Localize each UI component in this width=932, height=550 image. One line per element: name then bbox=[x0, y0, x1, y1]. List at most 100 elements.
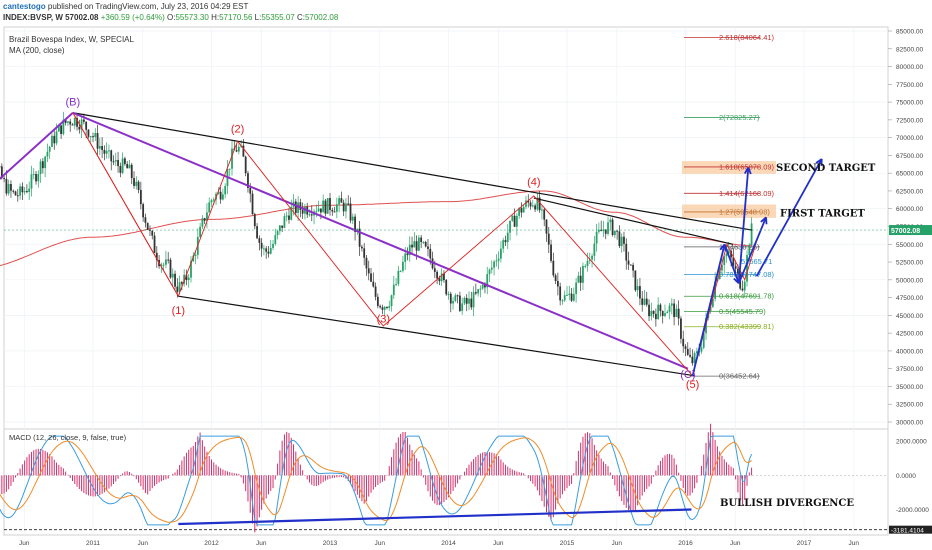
candle-body bbox=[577, 275, 580, 283]
price-axis[interactable]: 85000.00 82500.00 80000.00 77500.00 75000.00… bbox=[888, 29, 923, 427]
candle-body bbox=[87, 129, 90, 137]
candle-body bbox=[388, 306, 391, 308]
wave-label: (1) bbox=[172, 305, 185, 317]
price-tick-label: 72500.00 bbox=[896, 117, 923, 124]
candle-body bbox=[711, 298, 714, 307]
candle-body bbox=[128, 164, 131, 169]
candle-body bbox=[117, 160, 119, 166]
price-tick-label: 52500.00 bbox=[896, 260, 923, 267]
candle-body bbox=[165, 259, 167, 265]
candle-body bbox=[680, 318, 682, 339]
candle-body bbox=[212, 199, 215, 201]
candle-body bbox=[130, 164, 133, 179]
candle-body bbox=[146, 222, 149, 230]
candle-body bbox=[174, 273, 176, 287]
candle-body bbox=[178, 282, 181, 292]
first-target-arrow-head bbox=[760, 216, 768, 225]
price-tick-label: 55000.00 bbox=[896, 242, 923, 249]
candle-body bbox=[513, 215, 516, 227]
macd-bottom-tag-label: -3181.4104 bbox=[891, 528, 924, 535]
time-tick-label: Jun bbox=[256, 540, 267, 547]
candle-body bbox=[160, 264, 163, 267]
price-pane[interactable] bbox=[3, 26, 889, 430]
candle-body bbox=[550, 244, 552, 261]
candle-body bbox=[82, 119, 85, 122]
candle-body bbox=[700, 347, 703, 352]
candle-body bbox=[440, 273, 443, 282]
candle-body bbox=[98, 146, 101, 149]
candle-body bbox=[575, 282, 578, 294]
candle-body bbox=[288, 215, 290, 220]
candle-body bbox=[187, 277, 190, 281]
last-price: 57002.08 bbox=[65, 13, 99, 22]
candle-body bbox=[445, 280, 448, 295]
candle-body bbox=[689, 354, 691, 357]
second-target-label: SECOND TARGET bbox=[776, 163, 876, 174]
candle-body bbox=[244, 156, 247, 174]
upper-channel-line bbox=[72, 112, 752, 231]
candle-body bbox=[390, 295, 393, 307]
time-tick-label: 2011 bbox=[86, 540, 100, 547]
candle-body bbox=[436, 271, 439, 279]
candle-body bbox=[668, 305, 671, 312]
candle-body bbox=[265, 248, 268, 252]
purple-rise-line bbox=[0, 112, 74, 180]
username-link[interactable]: cantestogo bbox=[3, 2, 46, 11]
candle-body bbox=[326, 198, 329, 214]
candle-body bbox=[16, 195, 19, 197]
candle-body bbox=[41, 161, 44, 169]
ma200-line bbox=[0, 190, 752, 267]
candle-body bbox=[10, 184, 12, 191]
candle-body bbox=[427, 246, 429, 249]
fib-label: 1(54638.25) bbox=[719, 242, 760, 251]
candle-body bbox=[545, 219, 548, 234]
candle-body bbox=[725, 253, 728, 257]
candle-body bbox=[199, 226, 202, 237]
time-axis[interactable]: Jun 2011 Jun 2012 Jun 2013 Jun 2014 Jun 2015 Jun 20… bbox=[19, 540, 859, 547]
candle-body bbox=[531, 205, 534, 207]
candle-body bbox=[666, 311, 669, 314]
ohlc-low: 55355.07 bbox=[261, 13, 295, 22]
price-tick-label: 47500.00 bbox=[896, 295, 923, 302]
lower-channel-line bbox=[178, 295, 696, 377]
candle-body bbox=[541, 209, 543, 211]
chart-title: Brazil Bovespa Index, W, SPECIAL bbox=[9, 35, 134, 44]
fib-label: 0.5(45545.79) bbox=[719, 307, 766, 316]
candle-body bbox=[203, 218, 206, 221]
candle-body bbox=[506, 232, 509, 243]
price-tick-label: 67500.00 bbox=[896, 153, 923, 160]
candle-body bbox=[452, 300, 454, 304]
candle-body bbox=[618, 231, 621, 247]
candle-body bbox=[342, 202, 345, 212]
candle-body bbox=[543, 209, 546, 220]
candle-body bbox=[151, 230, 154, 236]
candle-body bbox=[301, 209, 304, 214]
ohlc-open-label: O: bbox=[167, 13, 176, 22]
impulse-arrow bbox=[691, 244, 726, 377]
candle-body bbox=[137, 181, 140, 191]
chart-labels: (B) (1) (2) (3) (4) (C)(5) SECOND TARGET FIRST … bbox=[4, 97, 932, 391]
candle-body bbox=[579, 275, 582, 283]
candle-body bbox=[274, 235, 277, 244]
candle-body bbox=[0, 166, 3, 179]
candle-body bbox=[247, 173, 249, 188]
publisher-line: cantestogo published on TradingView.com,… bbox=[3, 2, 248, 11]
candle-body bbox=[206, 212, 208, 221]
price-tick-label: 70000.00 bbox=[896, 135, 923, 142]
candle-body bbox=[358, 228, 361, 247]
candle-body bbox=[242, 145, 245, 157]
fib-label: 2(72825.27) bbox=[719, 113, 760, 122]
candle-body bbox=[623, 236, 625, 244]
candle-body bbox=[493, 261, 495, 268]
candle-body bbox=[351, 216, 354, 221]
candle-body bbox=[604, 229, 607, 234]
candle-body bbox=[67, 121, 69, 123]
candle-body bbox=[235, 150, 238, 152]
ma200-path bbox=[0, 190, 752, 267]
time-tick-label: Jun bbox=[849, 540, 860, 547]
second-target-arrow bbox=[737, 167, 750, 284]
candle-body bbox=[376, 296, 379, 306]
candle-body bbox=[538, 197, 541, 211]
candle-body bbox=[180, 282, 183, 284]
